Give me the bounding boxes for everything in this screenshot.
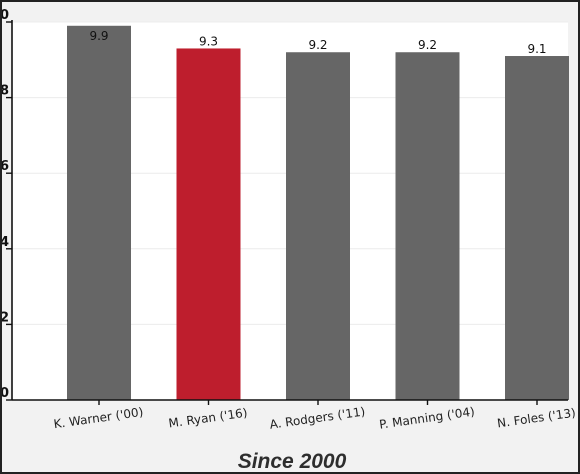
bar-chart: 9.9 9.3 9.2 9.2 9.1 0 2 4 6 8 10 K. Warner ('00) M.…	[2, 8, 577, 432]
bar	[505, 56, 569, 401]
x-tick-label: A. Rodgers ('11)	[269, 404, 366, 431]
y-tick-label: 8	[2, 84, 9, 99]
x-tick-label: K. Warner ('00)	[53, 405, 144, 431]
y-tick-label: 6	[2, 159, 9, 174]
data-label: 9.2	[308, 38, 327, 52]
x-tick-label: M. Ryan ('16)	[168, 406, 249, 431]
bar	[286, 52, 350, 401]
y-tick-label: 4	[2, 235, 9, 250]
data-label: 9.1	[527, 42, 546, 56]
data-label: 9.2	[418, 38, 437, 52]
data-label: 9.9	[89, 29, 108, 43]
y-tick-label: 10	[2, 8, 9, 23]
bars	[67, 25, 569, 401]
x-tick-label: N. Foles ('13)	[496, 406, 576, 431]
bar	[67, 25, 131, 401]
chart-title: Since 2000	[237, 450, 347, 473]
data-label: 9.3	[199, 34, 218, 48]
data-labels: 9.9 9.3 9.2 9.2 9.1	[89, 29, 546, 56]
x-tick-label: P. Manning ('04)	[378, 404, 475, 431]
y-tick-label: 0	[2, 386, 9, 401]
bar	[395, 52, 460, 401]
y-tick-label: 2	[2, 310, 9, 325]
bar	[176, 48, 241, 401]
